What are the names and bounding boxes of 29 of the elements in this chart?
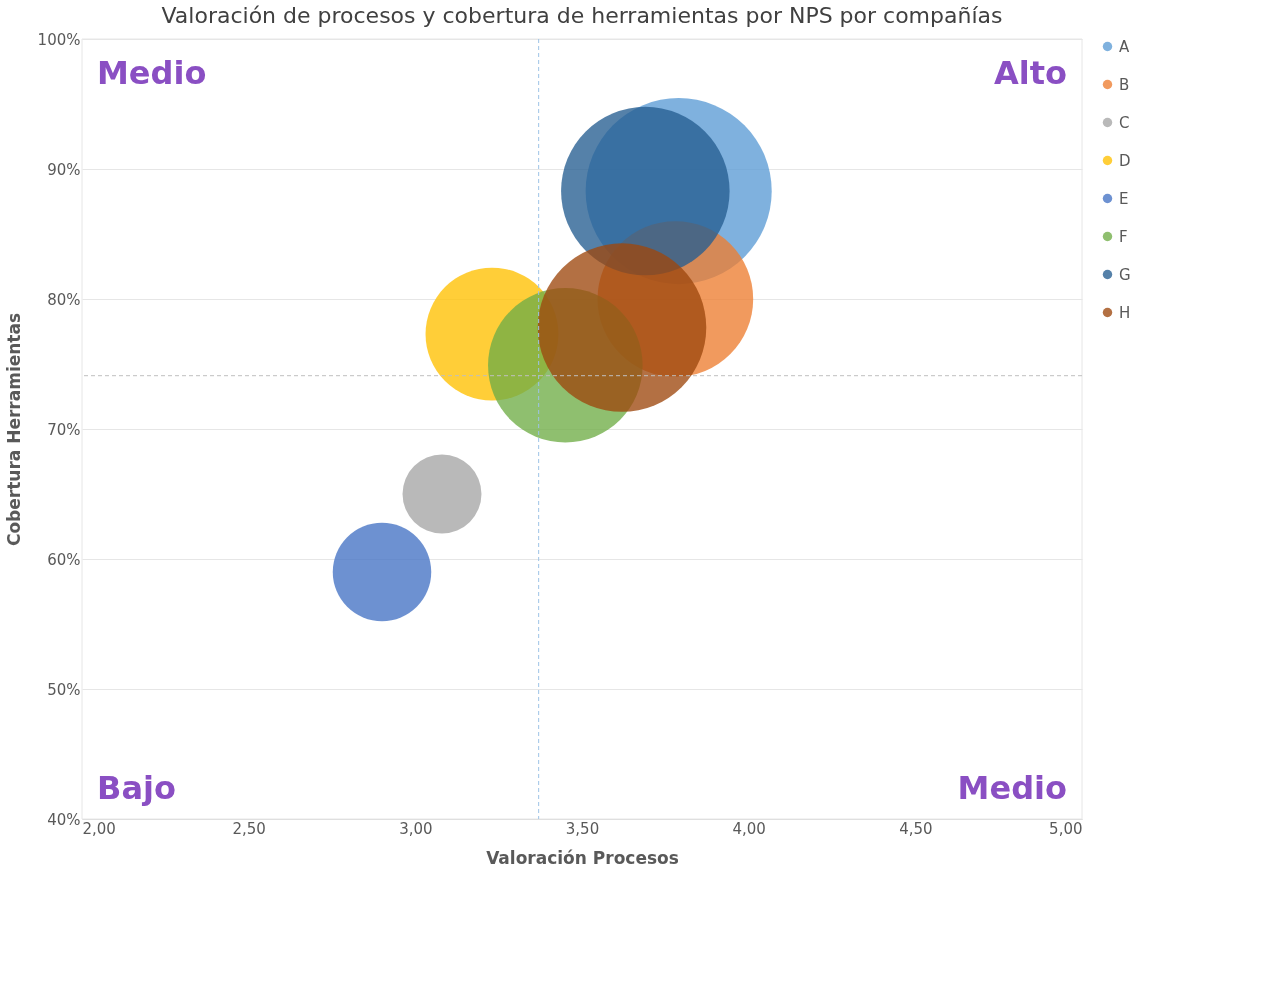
x-tick-label: 3,00 — [399, 819, 433, 838]
x-tick-label: 4,00 — [732, 819, 766, 838]
legend-label: H — [1119, 303, 1131, 322]
annotation: Alto — [993, 54, 1067, 92]
legend-label: A — [1119, 37, 1130, 56]
x-tick-label: 2,00 — [82, 819, 116, 838]
legend-label: D — [1119, 151, 1131, 170]
y-tick-label: 80% — [47, 290, 81, 309]
y-tick-label: 90% — [47, 160, 81, 179]
legend-label: C — [1119, 113, 1130, 132]
x-axis-title: Valoración Procesos — [486, 847, 679, 868]
legend-label: E — [1119, 189, 1129, 208]
annotation: Bajo — [97, 769, 176, 807]
x-tick-label: 4,50 — [899, 819, 933, 838]
legend-label: B — [1119, 75, 1130, 94]
y-tick-label: 100% — [37, 30, 81, 49]
y-tick-label: 40% — [47, 810, 81, 829]
legend-label: F — [1119, 227, 1128, 246]
y-tick-label: 70% — [47, 420, 81, 439]
chart-title: Valoración de procesos y cobertura de herramientas por NPS por compañías — [161, 3, 1003, 28]
annotation: Medio — [97, 54, 207, 92]
x-tick-label: 3,50 — [565, 819, 600, 838]
y-tick-label: 50% — [47, 680, 81, 699]
y-tick-label: 60% — [47, 550, 81, 569]
annotation: Medio — [957, 769, 1067, 807]
x-tick-label: 5,00 — [1049, 819, 1083, 838]
y-axis-title: Cobertura Herramientas — [3, 312, 24, 547]
x-tick-label: 2,50 — [232, 819, 266, 838]
legend-label: G — [1119, 265, 1131, 284]
